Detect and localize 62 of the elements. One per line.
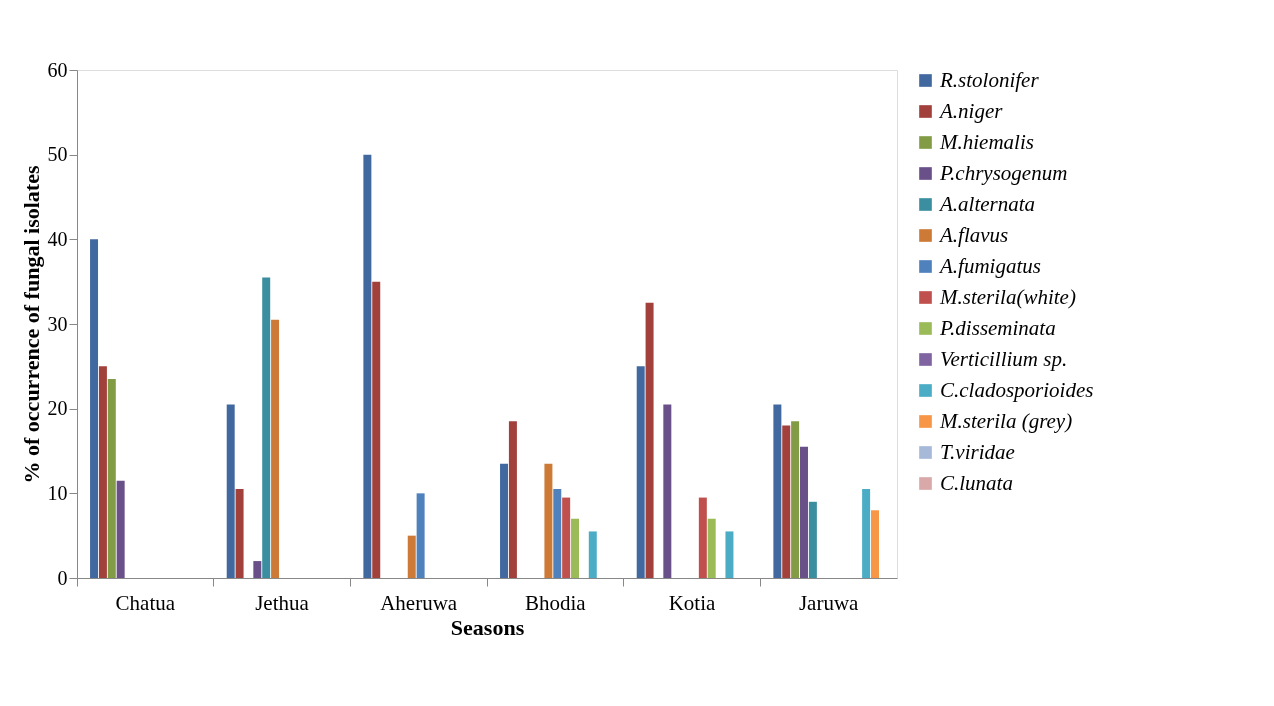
bar [808, 501, 817, 578]
legend-label: Verticillium sp. [940, 346, 1068, 371]
x-tick-label: Bhodia [525, 590, 587, 615]
legend-label: A.alternata [938, 191, 1036, 216]
bar [636, 366, 645, 578]
legend-label: C.cladosporioides [940, 377, 1094, 402]
bar [253, 561, 262, 578]
x-axis-title: Seasons [450, 614, 525, 640]
bar [407, 535, 416, 578]
legend-label: A.flavus [938, 222, 1009, 247]
bar [372, 281, 381, 578]
bar [588, 531, 597, 578]
y-tick-label: 10 [47, 481, 68, 504]
x-tick-label: Aheruwa [380, 590, 458, 615]
bar [98, 366, 107, 578]
legend-label: M.sterila(white) [939, 284, 1076, 309]
bar [116, 480, 125, 578]
x-tick-label: Chatua [115, 590, 176, 615]
bar [226, 404, 235, 578]
legend-label: T.viridae [940, 439, 1015, 464]
bar [871, 510, 879, 578]
bar [553, 489, 562, 578]
x-tick-label: Kotia [668, 590, 717, 615]
legend-label: M.sterila (grey) [939, 408, 1073, 433]
bar [663, 404, 672, 578]
legend-label: A.fumigatus [938, 253, 1041, 278]
bar [416, 493, 425, 578]
legend-label: M.hiemalis [939, 129, 1034, 154]
x-tick-label: Jaruwa [798, 590, 860, 615]
bar [271, 319, 280, 578]
bar [544, 463, 553, 578]
bar [262, 277, 271, 578]
y-axis-title: % of occurrence of fungal isolates [18, 165, 44, 484]
bar [645, 302, 654, 578]
legend-label: R.stolonifer [939, 67, 1040, 92]
bar [571, 518, 580, 578]
bar [90, 239, 99, 578]
bar [725, 531, 734, 578]
bar [862, 489, 871, 578]
legend-label: A.niger [938, 98, 1004, 123]
y-tick-label: 0 [57, 566, 68, 589]
y-tick-label: 50 [47, 143, 68, 166]
bar [698, 497, 707, 578]
bar [508, 421, 517, 578]
legend-label: P.disseminata [939, 315, 1056, 340]
bar [562, 497, 571, 578]
y-tick-label: 20 [47, 397, 68, 420]
bar [800, 446, 808, 578]
legend-label: P.chrysogenum [939, 160, 1068, 185]
legend-label: C.lunata [940, 470, 1013, 495]
bar [363, 154, 372, 578]
y-tick-label: 60 [47, 58, 68, 81]
bar [235, 489, 244, 578]
bar [791, 421, 800, 578]
y-tick-label: 30 [47, 312, 68, 335]
y-tick-label: 40 [47, 227, 68, 250]
bar [707, 518, 716, 578]
bar [782, 425, 791, 578]
bar [773, 404, 782, 578]
bar [500, 463, 509, 578]
bar [107, 379, 116, 578]
x-tick-label: Jethua [255, 590, 310, 615]
